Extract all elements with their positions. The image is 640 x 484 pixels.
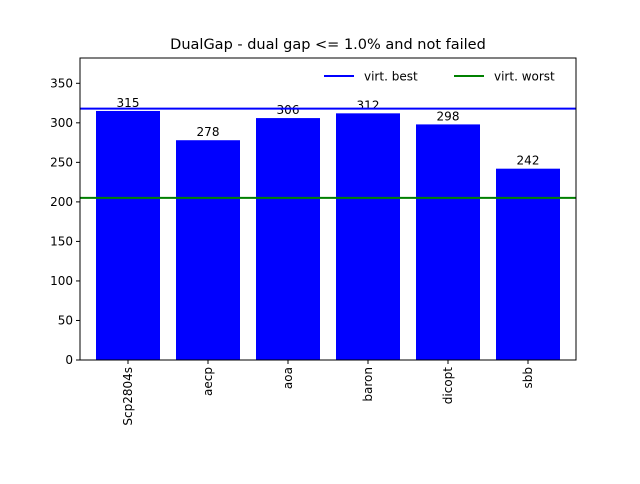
data-labels-layer: 315 278 306 312 298 242 xyxy=(117,96,540,168)
y-tick-label: 200 xyxy=(50,195,73,209)
x-tick-label: baron xyxy=(361,367,375,402)
legend: virt. best virt. worst xyxy=(324,70,555,84)
axes-layer: 0 50 100 150 200 250 300 350 Scp2804s aecp aoa baro… xyxy=(50,57,577,426)
bars-layer xyxy=(96,110,560,360)
chart-title: DualGap - dual gap <= 1.0% and not faile… xyxy=(170,37,486,53)
data-label: 298 xyxy=(437,109,460,123)
bar xyxy=(176,140,240,360)
bar xyxy=(256,118,320,360)
data-label: 278 xyxy=(197,125,220,139)
y-tick-label: 300 xyxy=(50,116,73,130)
data-label: 242 xyxy=(517,154,540,168)
legend-label: virt. worst xyxy=(494,70,555,84)
bar xyxy=(496,168,560,360)
bar xyxy=(416,124,480,360)
y-tick-label: 350 xyxy=(50,76,73,90)
x-tick-label: Scp2804s xyxy=(121,367,135,426)
legend-label: virt. best xyxy=(364,70,418,84)
data-label: 312 xyxy=(357,98,380,112)
reference-lines-layer xyxy=(80,107,576,199)
x-tick-label: aoa xyxy=(281,367,295,389)
bar xyxy=(96,110,160,360)
bar xyxy=(336,113,400,360)
data-label: 306 xyxy=(277,103,300,117)
y-tick-label: 100 xyxy=(50,274,73,288)
y-tick-label: 50 xyxy=(58,313,73,327)
plot-frame xyxy=(79,57,577,361)
data-label: 315 xyxy=(117,96,140,110)
y-tick-label: 250 xyxy=(50,155,73,169)
y-tick-label: 150 xyxy=(50,234,73,248)
x-tick-label: dicopt xyxy=(441,367,455,405)
x-tick-label: aecp xyxy=(201,367,215,396)
y-tick-label: 0 xyxy=(65,353,73,367)
x-tick-label: sbb xyxy=(521,367,535,389)
